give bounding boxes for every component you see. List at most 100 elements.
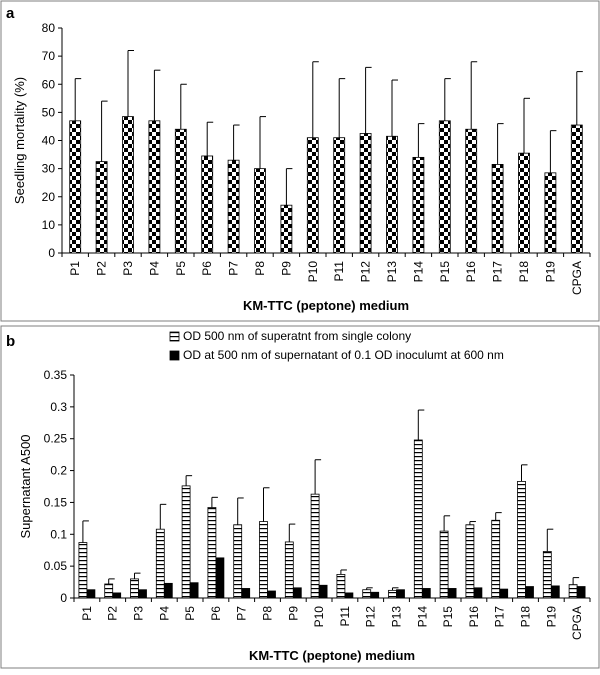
- bar-p9-series-2: [292, 587, 302, 599]
- bar-p7-series-1: [233, 524, 243, 599]
- x-tick-label: P7: [227, 261, 241, 276]
- x-tick-label: P14: [415, 606, 429, 628]
- x-axis-title: KM-TTC (peptone) medium: [249, 648, 415, 663]
- x-tick-label: P1: [68, 261, 82, 276]
- y-tick-label: 0.15: [44, 495, 68, 509]
- bar-p1-series-2: [86, 589, 96, 599]
- bar-p16-series-1: [465, 128, 478, 254]
- bar-p2-series-2: [112, 592, 122, 599]
- x-tick-label: P13: [390, 606, 404, 628]
- bar-p19-series-1: [542, 551, 552, 599]
- bar-p1-series-1: [78, 542, 88, 599]
- y-tick-label: 0: [48, 246, 55, 260]
- x-tick-label: P3: [132, 606, 146, 621]
- x-tick-label: P13: [385, 261, 399, 283]
- bar-p8-series-1: [254, 168, 266, 254]
- bar-p5-series-1: [181, 485, 191, 599]
- x-tick-label: P7: [235, 606, 249, 621]
- x-tick-label: P19: [544, 606, 558, 628]
- y-axis-title: Seedling mortality (%): [12, 77, 27, 204]
- bar-p1-series-1: [69, 120, 82, 254]
- bar-p7-series-1: [227, 159, 240, 254]
- bar-p17-series-1: [491, 519, 501, 599]
- x-tick-label: P1: [80, 606, 94, 621]
- y-tick-label: 10: [42, 218, 56, 232]
- bar-p17-series-1: [491, 164, 504, 254]
- bar-p13-series-1: [388, 589, 397, 599]
- x-tick-label: CPGA: [570, 606, 584, 640]
- x-tick-label: P2: [106, 606, 120, 621]
- x-tick-label: P6: [209, 606, 223, 621]
- x-tick-label: P10: [312, 606, 326, 628]
- y-tick-label: 60: [42, 77, 56, 91]
- legend-swatch-series-1: [169, 331, 180, 342]
- x-tick-label: P18: [519, 606, 533, 628]
- bar-p12-series-1: [362, 589, 372, 599]
- y-axis-title: Supernatant A500: [18, 434, 33, 538]
- panel-a-chart: 0 10 20 30 40 50 60 70 80 P1 P2 P3 P4 P5 P6 P7 P8 P9 P10 P1…: [12, 21, 591, 313]
- bar-p6-series-2: [215, 557, 225, 599]
- bar-p3-series-2: [138, 589, 147, 599]
- bar-p13-series-2: [396, 589, 405, 599]
- panel-b-frame: [0, 325, 600, 669]
- bar-p7-series-2: [241, 588, 251, 599]
- bar-p8-series-2: [267, 590, 276, 599]
- y-tick-label: 0.1: [50, 527, 67, 541]
- x-tick-label: P17: [493, 606, 507, 628]
- y-tick-label: 0.05: [44, 559, 68, 573]
- bar-p19-series-1: [544, 172, 557, 254]
- bar-p5-series-2: [189, 582, 199, 599]
- panel-b-letter: b: [6, 333, 15, 350]
- legend-swatch-series-2: [169, 350, 180, 361]
- x-tick-label: P2: [95, 261, 109, 276]
- x-tick-label: P16: [467, 606, 481, 628]
- bar-p2-series-1: [104, 583, 114, 599]
- x-tick-label: P8: [261, 606, 275, 621]
- bar-p5-series-1: [174, 128, 187, 254]
- x-tick-label: P5: [183, 606, 197, 621]
- bar-p15-series-1: [438, 120, 451, 254]
- x-tick-label: P10: [306, 261, 320, 283]
- panel-a-frame: [0, 0, 600, 322]
- bar-cpga-series-2: [576, 586, 586, 599]
- bar-p18-series-1: [518, 152, 530, 254]
- x-tick-label: P6: [200, 261, 214, 276]
- x-tick-label: P9: [279, 261, 293, 276]
- bar-p11-series-2: [344, 592, 354, 599]
- x-tick-label: P15: [441, 606, 455, 628]
- bar-p10-series-2: [318, 584, 328, 599]
- bar-p14-series-2: [421, 588, 431, 599]
- x-tick-label: P8: [253, 261, 267, 276]
- x-tick-label: P12: [359, 261, 373, 283]
- y-tick-label: 70: [42, 49, 56, 63]
- y-tick-label: 40: [42, 134, 56, 148]
- x-tick-label: P4: [157, 606, 171, 621]
- legend-label-series-1: OD 500 nm of superatnt from single colon…: [183, 329, 411, 343]
- x-tick-label: P9: [286, 606, 300, 621]
- panel-a-letter: a: [6, 5, 15, 22]
- bar-p18-series-2: [525, 586, 534, 599]
- x-tick-label: P4: [147, 261, 161, 276]
- bar-p3-series-1: [130, 578, 139, 599]
- y-tick-label: 0.3: [50, 400, 67, 414]
- x-tick-label: P16: [464, 261, 478, 283]
- x-tick-label: P12: [364, 606, 378, 628]
- bar-p8-series-1: [259, 521, 268, 599]
- bar-p6-series-1: [207, 507, 217, 599]
- bar-p14-series-1: [413, 439, 423, 599]
- bar-p4-series-1: [155, 528, 165, 599]
- x-tick-label: CPGA: [570, 261, 584, 295]
- bar-p10-series-1: [310, 493, 320, 599]
- x-tick-label: P11: [332, 261, 346, 282]
- bar-p17-series-2: [499, 588, 509, 599]
- bar-p12-series-2: [370, 591, 380, 599]
- x-axis-title: KM-TTC (peptone) medium: [243, 298, 409, 313]
- bar-p6-series-1: [201, 155, 214, 254]
- bar-p16-series-2: [473, 587, 483, 599]
- bar-p15-series-1: [439, 530, 449, 599]
- bar-p3-series-1: [122, 116, 134, 254]
- y-tick-label: 0.2: [50, 464, 67, 478]
- bar-cpga-series-1: [568, 584, 578, 599]
- bar-p12-series-1: [359, 133, 372, 254]
